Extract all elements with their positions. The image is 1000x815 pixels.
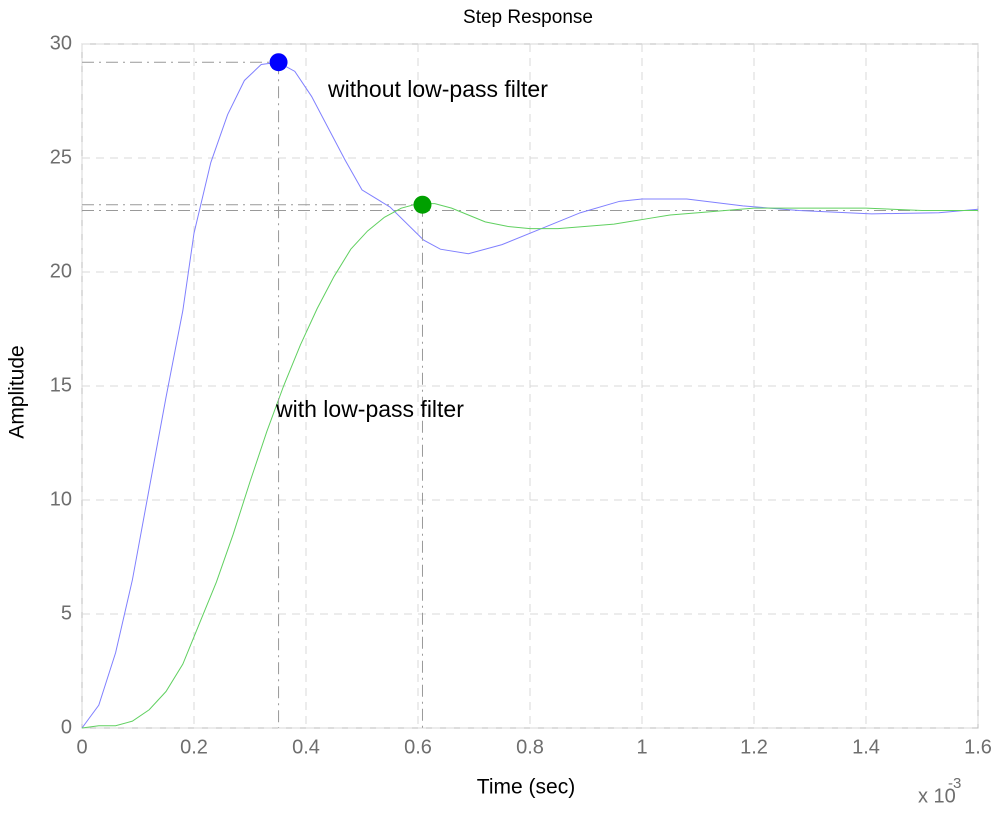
y-tick-label: 30 (50, 32, 72, 54)
x-tick-label: 1.4 (852, 736, 880, 758)
x-multiplier: x 10 (918, 785, 956, 807)
x-axis-label: Time (sec) (477, 776, 575, 799)
x-tick-label: 0.4 (292, 736, 320, 758)
series-line (81, 61, 979, 729)
x-tick-label: 1 (636, 736, 647, 758)
series-line (81, 203, 978, 729)
chart-title: Step Response (463, 7, 593, 28)
y-tick-label: 10 (50, 488, 72, 510)
y-tick-label: 20 (50, 260, 72, 282)
peak-marker (413, 195, 432, 214)
annotation: with low-pass filter (275, 396, 464, 422)
annotation: without low-pass filter (327, 76, 548, 102)
y-axis-label: Amplitude (6, 345, 29, 438)
peak-marker (269, 53, 288, 72)
x-tick-label: 0.8 (516, 736, 544, 758)
y-tick-label: 5 (61, 602, 72, 624)
y-tick-label: 25 (50, 146, 72, 168)
x-exponent: -3 (948, 775, 961, 792)
x-tick-label: 1.2 (740, 736, 768, 758)
y-tick-label: 15 (50, 374, 72, 396)
x-tick-label: 1.6 (964, 736, 992, 758)
x-tick-label: 0.2 (180, 736, 208, 758)
x-tick-label: 0 (76, 736, 87, 758)
x-tick-label: 0.6 (404, 736, 432, 758)
y-tick-label: 0 (61, 716, 72, 738)
